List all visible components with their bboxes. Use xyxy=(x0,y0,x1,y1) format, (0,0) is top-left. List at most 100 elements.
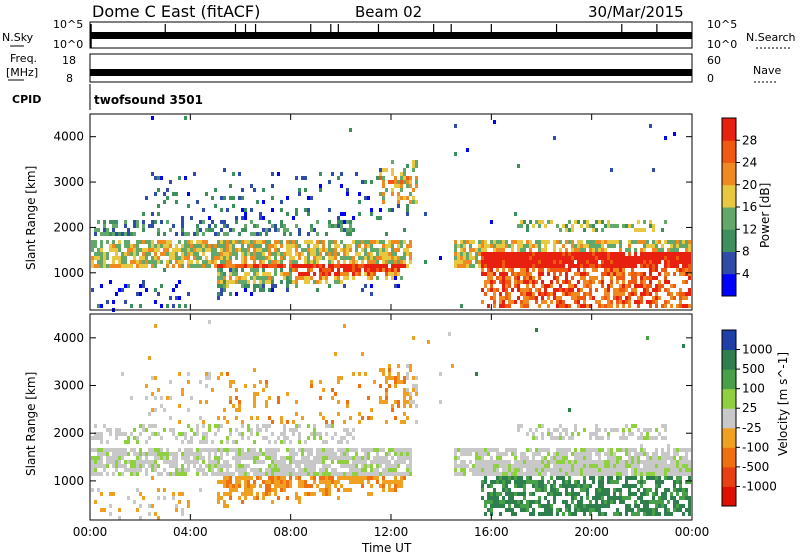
echo-cell xyxy=(205,228,208,232)
echo-cell xyxy=(547,464,550,468)
echo-cell xyxy=(640,480,643,484)
echo-cell xyxy=(595,240,598,244)
velocity-xticks: 00:00 04:00 08:00 12:00 16:00 20:00 00:00 xyxy=(73,314,709,539)
echo-cell xyxy=(535,220,538,224)
echo-cell xyxy=(589,484,592,488)
echo-cell xyxy=(391,244,394,248)
echo-cell xyxy=(682,512,685,516)
echo-cell xyxy=(313,472,316,476)
echo-cell xyxy=(199,452,202,456)
echo-cell xyxy=(481,460,484,464)
echo-cell xyxy=(523,260,526,264)
echo-cell xyxy=(256,276,259,280)
echo-cell xyxy=(463,264,466,268)
echo-cell xyxy=(349,264,352,268)
echo-cell xyxy=(595,436,598,440)
echo-cell xyxy=(589,292,592,296)
echo-cell xyxy=(619,512,622,516)
echo-cell xyxy=(349,220,352,224)
echo-cell xyxy=(262,272,265,276)
echo-cell xyxy=(523,488,526,492)
echo-cell xyxy=(556,464,559,468)
echo-cell xyxy=(643,464,646,468)
echo-cell xyxy=(556,452,559,456)
echo-cell xyxy=(106,228,109,232)
echo-cell xyxy=(577,252,580,256)
echo-cell xyxy=(475,468,478,472)
echo-cell xyxy=(280,264,283,268)
echo-cell xyxy=(202,260,205,264)
echo-cell xyxy=(289,240,292,244)
echo-cell xyxy=(565,280,568,284)
echo-cell xyxy=(127,460,130,464)
echo-cell xyxy=(289,456,292,460)
echo-cell xyxy=(331,260,334,264)
echo-cell xyxy=(607,304,610,308)
echo-cell xyxy=(271,280,274,284)
echo-cell xyxy=(604,292,607,296)
echo-cell xyxy=(130,448,133,452)
echo-cell xyxy=(247,456,250,460)
echo-cell xyxy=(565,492,568,496)
echo-cell xyxy=(271,260,274,264)
echo-cell xyxy=(514,252,517,256)
echo-cell xyxy=(679,292,682,296)
echo-cell xyxy=(313,424,316,428)
echo-cell xyxy=(622,284,625,288)
echo-cell xyxy=(274,448,277,452)
echo-cell xyxy=(292,468,295,472)
echo-cell xyxy=(328,252,331,256)
echo-cell xyxy=(208,456,211,460)
echo-cell xyxy=(340,172,343,176)
echo-cell xyxy=(406,252,409,256)
echo-cell xyxy=(646,428,649,432)
echo-cell xyxy=(532,252,535,256)
echo-cell xyxy=(304,456,307,460)
echo-cell xyxy=(526,240,529,244)
echo-cell xyxy=(148,248,151,252)
echo-cell xyxy=(508,468,511,472)
echo-cell xyxy=(415,180,418,184)
echo-cell xyxy=(217,464,220,468)
echo-cell xyxy=(391,480,394,484)
echo-cell xyxy=(343,252,346,256)
echo-cell xyxy=(346,460,349,464)
echo-cell xyxy=(289,268,292,272)
echo-cell xyxy=(280,488,283,492)
echo-cell xyxy=(481,484,484,488)
echo-cell xyxy=(262,268,265,272)
echo-cell xyxy=(232,268,235,272)
echo-cell xyxy=(184,432,187,436)
echo-cell xyxy=(481,464,484,468)
echo-cell xyxy=(601,512,604,516)
echo-cell xyxy=(412,200,415,204)
echo-cell xyxy=(547,512,550,516)
echo-cell xyxy=(340,248,343,252)
echo-cell xyxy=(517,260,520,264)
echo-cell xyxy=(613,260,616,264)
echo-cell xyxy=(622,460,625,464)
echo-cell xyxy=(298,484,301,488)
echo-cell xyxy=(298,476,301,480)
cpid-value: twofsound 3501 xyxy=(94,93,203,107)
echo-cell xyxy=(538,484,541,488)
echo-cell xyxy=(610,456,613,460)
echo-cell xyxy=(382,400,385,404)
echo-cell xyxy=(349,416,352,420)
echo-cell xyxy=(376,240,379,244)
echo-cell xyxy=(568,476,571,480)
echo-cell xyxy=(616,268,619,272)
nsky-spikes xyxy=(90,24,658,48)
echo-cell xyxy=(580,496,583,500)
echo-cell xyxy=(604,428,607,432)
echo-cell xyxy=(193,256,196,260)
echo-cell xyxy=(247,248,250,252)
colorbar-tick-label: 500 xyxy=(742,362,765,376)
echo-cell xyxy=(256,424,259,428)
echo-cell xyxy=(286,448,289,452)
echo-cell xyxy=(583,228,586,232)
echo-cell xyxy=(661,492,664,496)
echo-cell xyxy=(577,432,580,436)
echo-cell xyxy=(247,428,250,432)
echo-cell xyxy=(265,424,268,428)
